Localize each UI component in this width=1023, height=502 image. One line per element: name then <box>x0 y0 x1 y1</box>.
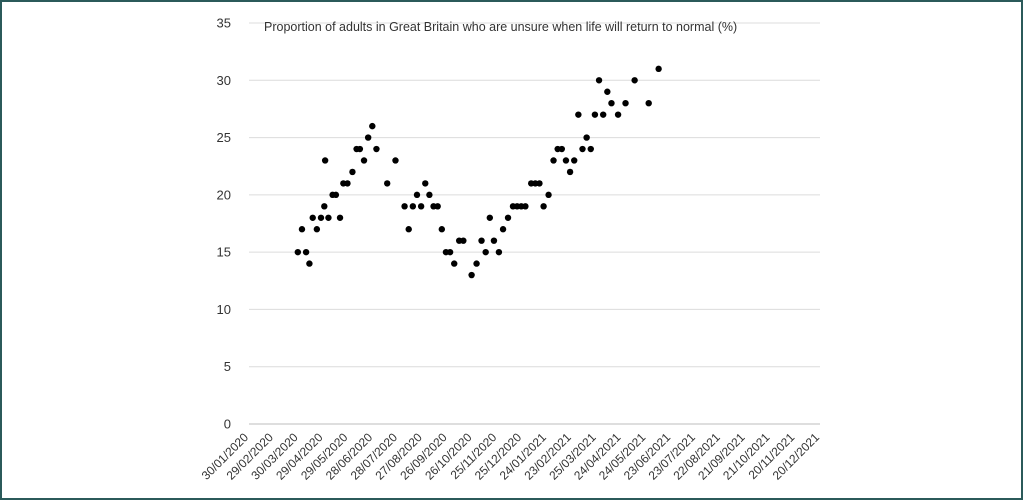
data-point <box>490 237 498 244</box>
data-point <box>298 226 306 233</box>
chart-title: Proportion of adults in Great Britain wh… <box>264 20 737 34</box>
data-point <box>434 203 441 210</box>
data-point <box>575 111 582 118</box>
data-point <box>369 122 376 130</box>
data-point <box>608 100 615 107</box>
y-tick-label: 20 <box>217 187 231 202</box>
data-point <box>562 157 570 164</box>
data-point <box>336 214 344 221</box>
data-point <box>309 214 316 221</box>
data-point <box>422 180 429 187</box>
data-point <box>344 180 351 187</box>
data-point <box>583 134 590 141</box>
data-point <box>587 145 594 153</box>
data-point <box>645 100 652 107</box>
data-point <box>349 168 356 176</box>
data-point <box>536 180 543 187</box>
y-tick-label: 25 <box>217 130 231 145</box>
data-point <box>499 226 507 233</box>
data-point <box>566 168 574 176</box>
data-point <box>383 180 391 187</box>
data-point <box>631 77 638 84</box>
data-point <box>373 145 380 153</box>
y-tick-label: 30 <box>217 73 231 88</box>
data-point <box>317 214 325 221</box>
y-tick-label: 15 <box>217 245 231 260</box>
data-point <box>325 214 332 221</box>
y-tick-label: 10 <box>217 302 231 317</box>
data-point <box>545 191 552 199</box>
data-point <box>446 248 454 256</box>
x-axis-ticks: 30/01/202029/02/202030/03/202029/04/2020… <box>199 430 823 483</box>
y-tick-label: 5 <box>224 359 231 374</box>
data-point <box>392 157 399 164</box>
y-tick-label: 35 <box>217 16 231 31</box>
data-point <box>540 203 547 210</box>
data-point <box>468 271 475 279</box>
data-point <box>405 226 412 233</box>
data-point <box>364 134 372 141</box>
y-tick-label: 0 <box>224 417 231 432</box>
data-point <box>321 203 328 210</box>
data-point <box>321 157 329 164</box>
data-point <box>417 203 425 210</box>
data-point <box>356 145 364 153</box>
data-points <box>294 65 662 279</box>
data-point <box>478 237 485 244</box>
data-point <box>550 157 557 164</box>
data-point <box>473 260 480 267</box>
data-point <box>655 65 662 73</box>
data-point <box>599 111 607 118</box>
data-point <box>482 248 489 256</box>
data-point <box>294 248 302 256</box>
data-point <box>302 248 310 256</box>
data-point <box>306 260 313 267</box>
data-point <box>332 191 340 199</box>
data-point <box>522 203 529 210</box>
data-point <box>413 191 421 199</box>
y-axis-ticks: 0 5 10 15 20 25 30 35 <box>217 16 231 432</box>
data-point <box>571 157 578 164</box>
data-point <box>360 157 368 164</box>
data-point <box>313 226 321 233</box>
data-point <box>451 260 458 267</box>
data-point <box>614 111 622 118</box>
data-point <box>558 145 566 153</box>
data-point <box>604 88 611 95</box>
data-point <box>438 226 446 233</box>
data-point <box>595 77 603 84</box>
data-point <box>495 248 503 256</box>
data-point <box>460 237 467 244</box>
data-point <box>426 191 433 199</box>
data-point <box>591 111 599 118</box>
data-point <box>401 203 408 210</box>
data-point <box>486 214 494 221</box>
gridlines <box>249 22 820 425</box>
data-point <box>579 145 586 153</box>
data-point <box>504 214 512 221</box>
data-point <box>622 100 629 107</box>
data-point <box>409 203 417 210</box>
